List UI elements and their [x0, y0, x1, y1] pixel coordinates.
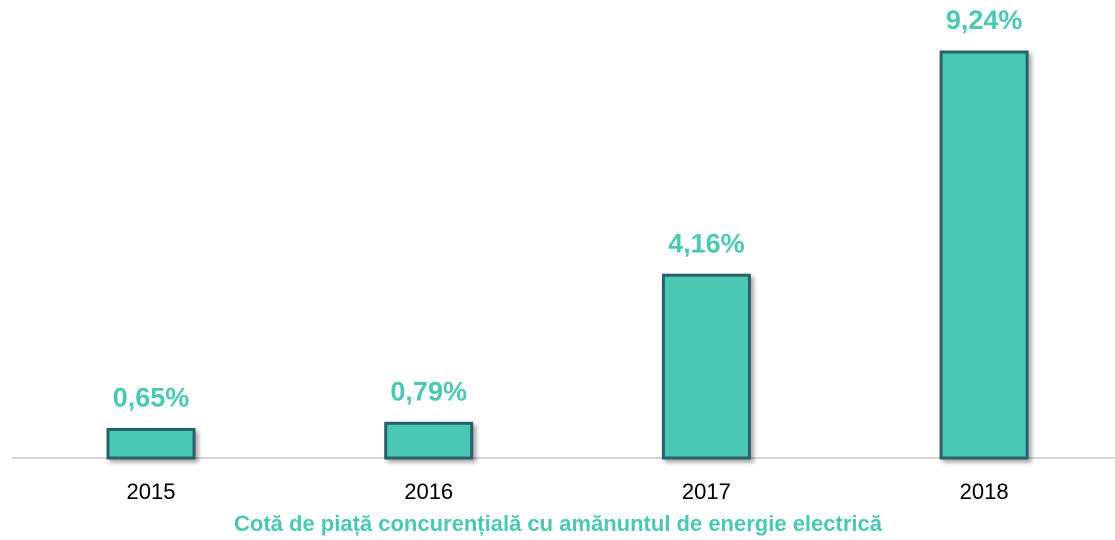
x-tick-label: 2015 [127, 479, 176, 504]
value-label: 0,65% [113, 383, 190, 413]
value-label: 0,79% [390, 376, 467, 406]
bar [384, 421, 474, 460]
value-label: 4,16% [668, 228, 745, 258]
value-label: 9,24% [946, 5, 1023, 35]
x-tick-label: 2018 [960, 479, 1009, 504]
x-tick-label: 2017 [682, 479, 731, 504]
x-tick-label: 2016 [404, 479, 453, 504]
bar [661, 273, 751, 460]
bar [106, 427, 196, 460]
chart-title: Cotă de piață concurențială cu amănuntul… [234, 511, 883, 536]
bar [939, 50, 1029, 460]
